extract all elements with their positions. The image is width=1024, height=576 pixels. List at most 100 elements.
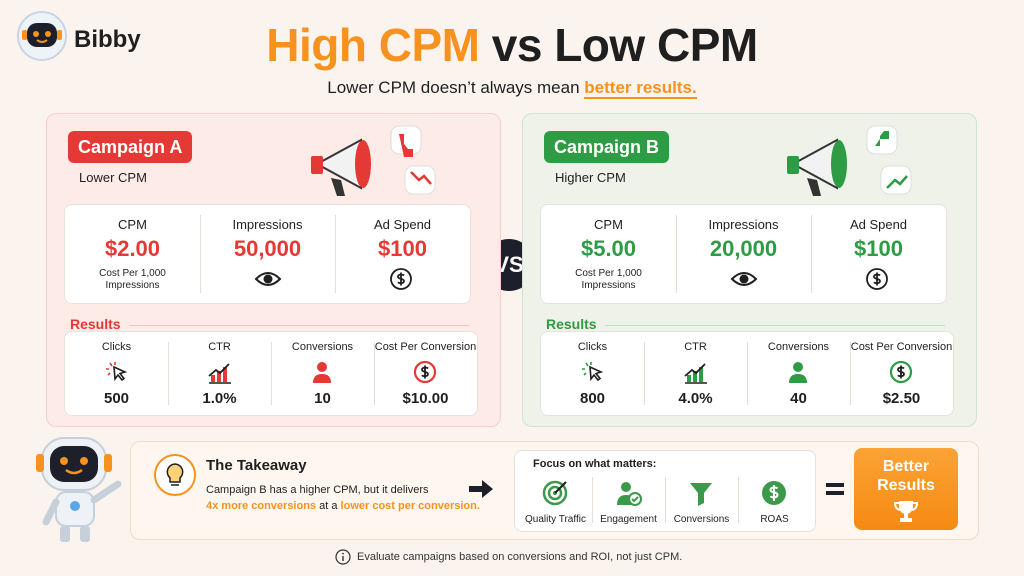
divider (374, 342, 375, 405)
divider (200, 215, 201, 293)
result-label: Clicks (577, 341, 608, 353)
result-label: Cost Per Conversion (374, 341, 477, 353)
result-value: 500 (103, 390, 130, 407)
metric-value: $2.00 (104, 236, 161, 261)
result-label: Conversions (767, 341, 830, 353)
result-label: Cost Per Conversion (850, 341, 953, 353)
metric-icon (730, 267, 758, 296)
result-label: Conversions (291, 341, 354, 353)
equals-sign (826, 483, 844, 495)
icon (582, 362, 604, 382)
icon (889, 360, 913, 384)
title-rest: vs Low CPM (491, 19, 758, 71)
focus-title: Focus on what matters: (533, 458, 657, 470)
info-icon (335, 549, 351, 565)
metric-label: Ad Spend (849, 217, 908, 232)
result-icon (310, 360, 334, 389)
divider (811, 215, 812, 293)
title: High CPM vs Low CPM (0, 18, 1024, 72)
result-icon (104, 360, 130, 389)
result-icon (683, 360, 709, 389)
subtitle-highlight: better results. (584, 78, 697, 99)
result-icon (413, 360, 437, 389)
icon (313, 362, 331, 383)
metric-label: CPM (594, 217, 623, 232)
focus-panel: Focus on what matters: Quality Traffic En… (514, 450, 816, 532)
result-value: 1.0% (202, 390, 237, 407)
campaign-subtitle: Higher CPM (555, 170, 626, 185)
divider (738, 477, 739, 523)
divider (271, 342, 272, 405)
results-rule (129, 325, 469, 326)
result-value: 800 (579, 390, 606, 407)
icon (311, 125, 436, 196)
metric-value: $5.00 (580, 236, 637, 261)
campaign-badge: Campaign B (544, 131, 670, 163)
cta-label: Better Results (877, 458, 935, 494)
divider (747, 342, 748, 405)
icon (730, 272, 758, 286)
divider (676, 215, 677, 293)
icon (254, 272, 282, 286)
cta-button: Better Results (854, 448, 958, 530)
takeaway-highlight: lower cost per conversion. (340, 500, 480, 512)
focus-icon (541, 479, 569, 512)
divider (850, 342, 851, 405)
results-box: Clicks 500 CTR 1.0% Conversions 10 Cost Per Co… (64, 331, 478, 416)
results-rule (605, 325, 945, 326)
results-title: Results (546, 316, 597, 332)
focus-icon (614, 479, 642, 512)
focus-label: Engagement (600, 514, 657, 525)
brand-name: Bibby (74, 26, 141, 53)
icon (690, 483, 712, 506)
result-icon (786, 360, 810, 389)
result-label: CTR (684, 341, 707, 353)
metric-label: Impressions (708, 217, 779, 232)
focus-icon (760, 479, 788, 512)
takeaway-middle: at a (319, 500, 338, 512)
icon (787, 125, 912, 196)
result-label: CTR (208, 341, 231, 353)
result-label: Clicks (101, 341, 132, 353)
result-value: $10.00 (402, 390, 449, 407)
divider (592, 477, 593, 523)
megaphone-icon (307, 122, 447, 211)
result-icon (207, 360, 233, 389)
subtitle: Lower CPM doesn’t always mean better res… (0, 78, 1024, 99)
metric-value: 50,000 (233, 236, 302, 261)
takeaway-title: The Takeaway (206, 457, 307, 474)
metric-value: $100 (854, 236, 903, 261)
metric-value: $100 (378, 236, 427, 261)
subtitle-text: Lower CPM doesn’t always mean (327, 78, 580, 97)
title-highlight: High CPM (266, 19, 480, 71)
result-icon (889, 360, 913, 389)
result-value: $2.50 (882, 390, 921, 407)
icon (413, 360, 437, 384)
trophy-icon (893, 501, 919, 522)
robot-mascot (36, 437, 122, 542)
metrics-box: CPM $2.00 Cost Per 1,000 Impressions Impres… (64, 204, 471, 304)
results-title: Results (70, 316, 121, 332)
metric-label: Impressions (232, 217, 303, 232)
result-icon (580, 360, 606, 389)
campaign-badge: Campaign A (68, 131, 193, 163)
result-value: 4.0% (678, 390, 713, 407)
logo-icon (17, 11, 67, 61)
arrow (469, 480, 493, 498)
divider (335, 215, 336, 293)
focus-label: Conversions (673, 514, 730, 525)
icon (684, 363, 707, 384)
icon (617, 482, 642, 506)
takeaway-highlight: 4x more conversions (206, 500, 317, 512)
metric-note: Cost Per 1,000 Impressions (99, 268, 166, 291)
metric-value: 20,000 (709, 236, 778, 261)
focus-icon (687, 479, 715, 512)
metric-icon (865, 267, 889, 296)
result-value: 40 (790, 390, 807, 407)
icon (208, 363, 231, 384)
bulb-icon (154, 454, 196, 496)
focus-label: ROAS (760, 514, 789, 525)
icon (542, 480, 568, 506)
icon (762, 481, 786, 505)
